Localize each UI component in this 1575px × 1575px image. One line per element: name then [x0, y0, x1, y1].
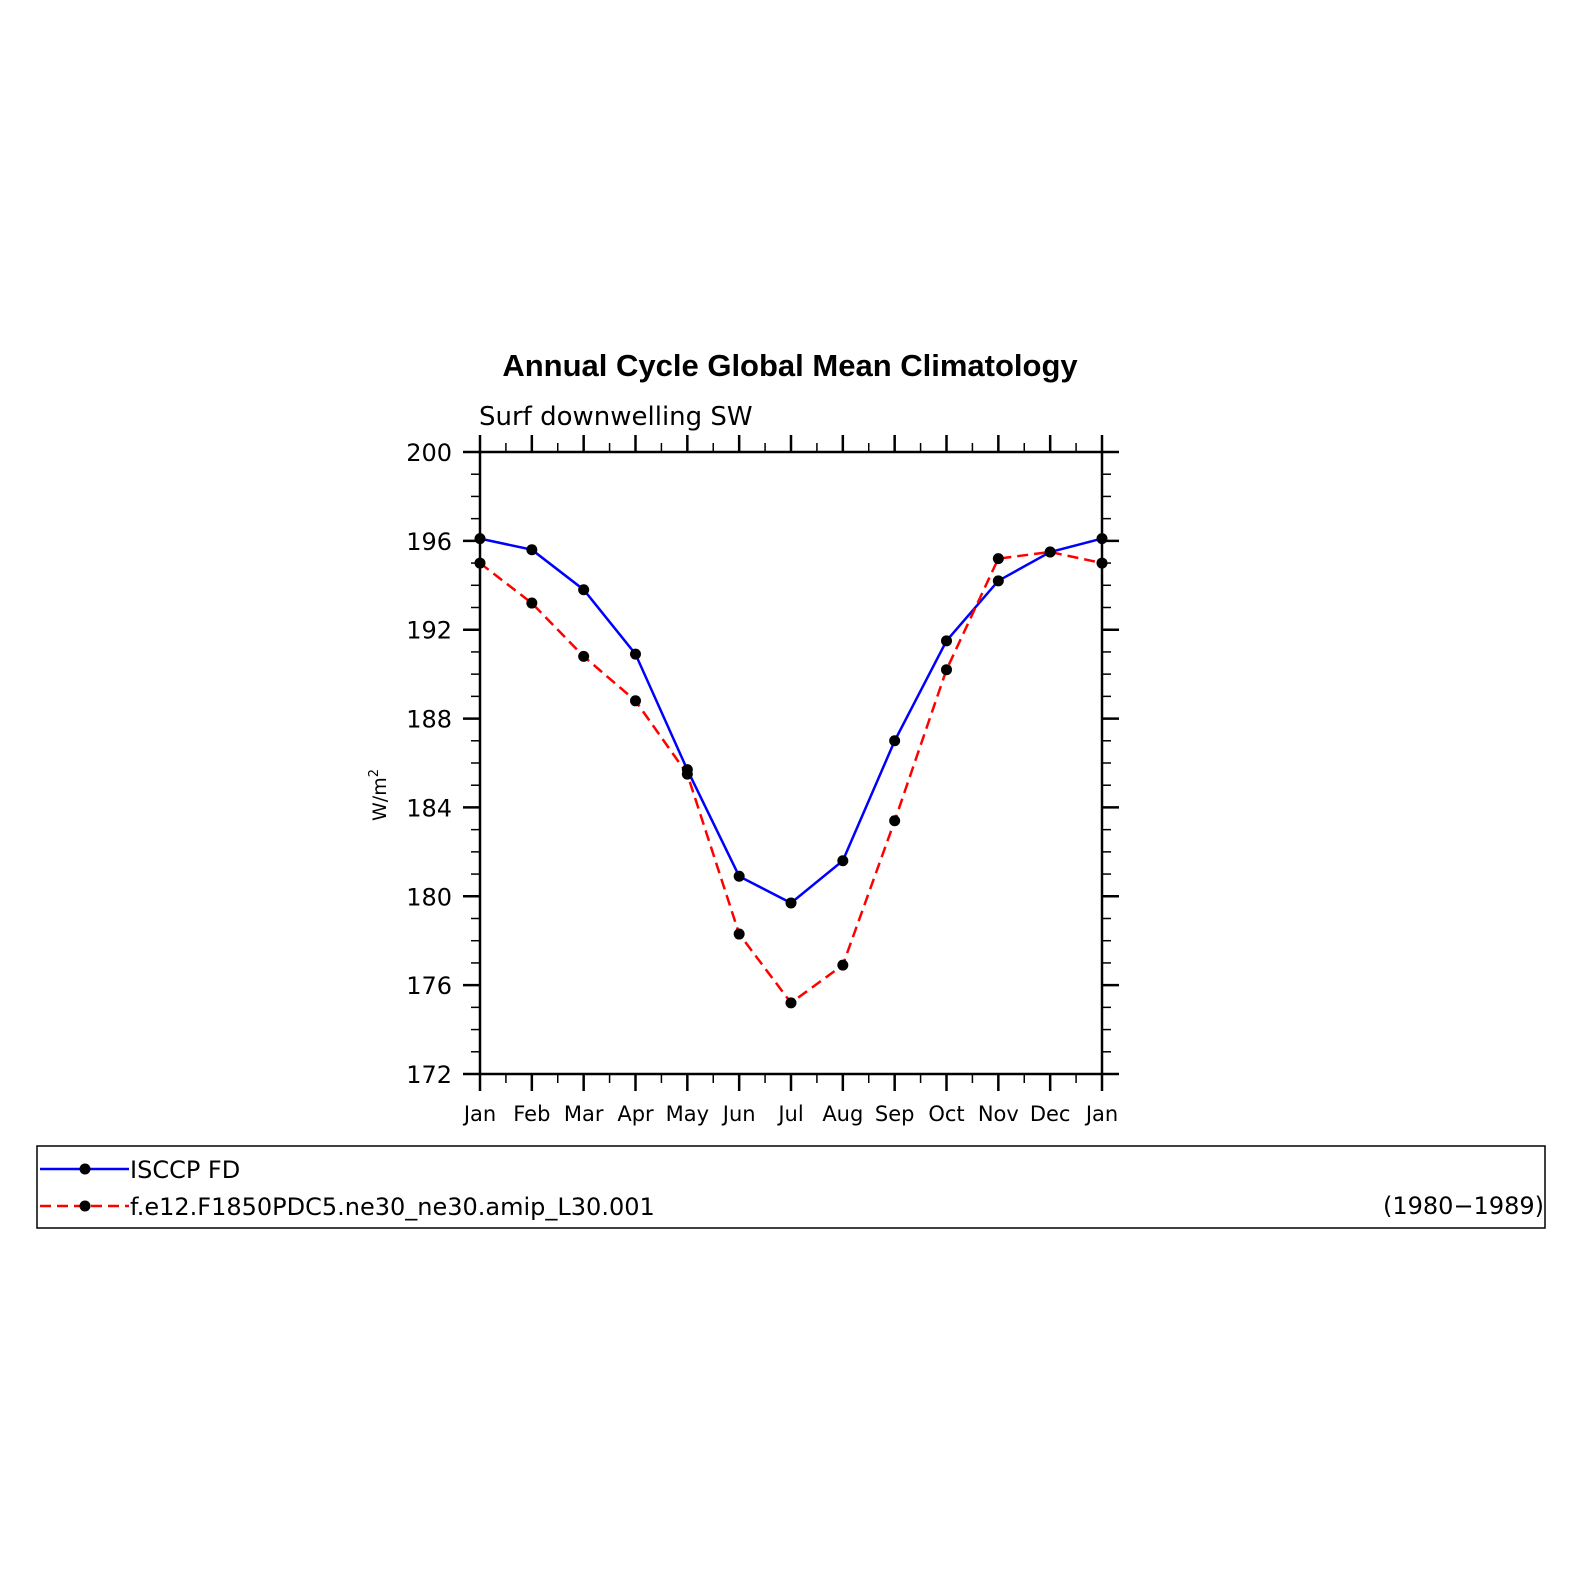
series-markers: [474, 533, 1108, 1009]
data-point-series-2: [785, 997, 797, 1009]
y-axis-label: W/m2: [367, 769, 391, 821]
data-point-series-1: [1096, 533, 1108, 545]
legend-label-1: ISCCP FD: [130, 1156, 240, 1184]
y-tick-label: 200: [406, 439, 452, 467]
data-point-series-1: [785, 897, 797, 909]
data-point-series-1: [941, 635, 952, 647]
data-point-series-2: [889, 815, 901, 827]
chart-title: Annual Cycle Global Mean Climatology: [502, 348, 1078, 383]
x-tick-label: Oct: [928, 1102, 964, 1126]
legend-label-2: f.e12.F1850PDC5.ne30_ne30.amip_L30.001: [130, 1193, 655, 1221]
y-tick-label: 172: [406, 1061, 452, 1089]
data-point-series-1: [889, 735, 901, 747]
chart-subtitle: Surf downwelling SW: [479, 402, 753, 432]
data-point-series-2: [1096, 557, 1108, 569]
data-point-series-1: [474, 533, 486, 545]
x-tick-label: Feb: [513, 1102, 550, 1126]
data-point-series-2: [837, 959, 849, 971]
data-point-series-1: [630, 648, 641, 660]
y-tick-label: 192: [406, 617, 452, 645]
x-tick-label: Apr: [617, 1102, 654, 1126]
y-tick-label: 176: [406, 972, 452, 1000]
legend-box: [36, 1145, 1546, 1229]
data-point-series-2: [630, 695, 641, 707]
plot-axes: [463, 435, 1119, 1091]
series-line-1: [479, 537, 1103, 905]
x-tick-label: Jun: [721, 1102, 756, 1126]
legend-marker-2: [79, 1200, 91, 1212]
y-axis-label-unit: W/m: [369, 777, 391, 821]
data-point-series-1: [733, 870, 745, 882]
legend-marker-1: [79, 1163, 91, 1175]
series-lines: [479, 537, 1103, 1005]
data-point-series-2: [474, 557, 486, 569]
y-tick-label: 188: [406, 706, 452, 734]
x-tick-label: Dec: [1030, 1102, 1071, 1126]
x-tick-label: May: [666, 1102, 709, 1126]
y-axis-label-exponent: 2: [367, 769, 382, 777]
data-point-series-2: [992, 553, 1004, 565]
data-point-series-1: [578, 584, 590, 596]
plot-frame: [478, 450, 1104, 1076]
data-point-series-2: [578, 650, 590, 662]
y-tick-labels: 172 176 180 184 188 192 196 200: [406, 439, 452, 1089]
x-tick-labels: Jan Feb Mar Apr May Jun Jul Aug Sep Oct Nov Dec Jan: [462, 1102, 1118, 1126]
series-line-2: [479, 550, 1103, 1005]
y-tick-label: 180: [406, 883, 452, 911]
legend-entries: ISCCP FD f.e12.F1850PDC5.ne30_ne30.amip_L…: [40, 1156, 655, 1221]
x-tick-label: Aug: [822, 1102, 863, 1126]
x-tick-label: Jan: [1084, 1102, 1118, 1126]
legend-date-range: (1980−1989): [1383, 1192, 1544, 1220]
y-axis-label-group: W/m2: [367, 769, 391, 821]
x-tick-label: Mar: [564, 1102, 604, 1126]
data-point-series-1: [526, 544, 538, 556]
x-tick-label: Jan: [462, 1102, 496, 1126]
data-point-series-2: [526, 597, 538, 609]
data-point-series-1: [837, 855, 849, 867]
data-point-series-2: [941, 664, 952, 676]
y-tick-label: 196: [406, 528, 452, 556]
data-point-series-1: [992, 575, 1004, 587]
x-tick-label: Nov: [978, 1102, 1019, 1126]
x-tick-label: Sep: [875, 1102, 915, 1126]
y-tick-label: 184: [406, 794, 452, 822]
legend: ISCCP FD f.e12.F1850PDC5.ne30_ne30.amip_L…: [36, 1145, 1546, 1229]
data-point-series-2: [1044, 546, 1056, 558]
x-tick-label: Jul: [776, 1102, 803, 1126]
data-point-series-2: [681, 768, 693, 780]
data-point-series-2: [733, 928, 745, 940]
